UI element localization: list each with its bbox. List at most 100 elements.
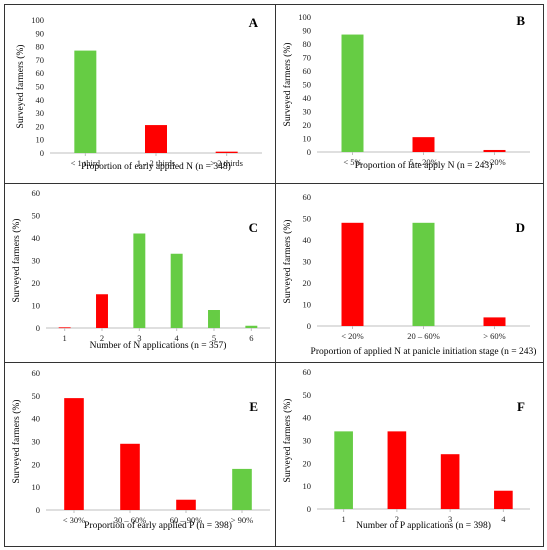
panel-letter: D: [516, 220, 525, 235]
panel-d: D 0 10 20 30 40 50 60 Surveyed farmers (%) < 20% 2…: [275, 183, 544, 363]
x-axis-label: Proportion of applied N at panicle initi…: [311, 346, 537, 357]
x-tick-label: 20 – 60%: [407, 331, 440, 341]
y-tick-label: 70: [303, 53, 312, 63]
bar-3: [133, 233, 146, 328]
x-axis-label: Number of N applications (n = 357): [90, 340, 227, 351]
y-tick-label: 30: [32, 437, 41, 447]
panel-letter: B: [516, 13, 525, 28]
x-tick-label: 30 – 60%: [114, 515, 147, 525]
y-tick-label: 60: [32, 188, 41, 198]
y-tick-label: 100: [298, 12, 311, 22]
y-tick-label: 30: [303, 107, 312, 117]
y-tick-label: 20: [303, 458, 312, 468]
bar-1: [334, 431, 353, 509]
panel-letter: C: [249, 220, 258, 235]
y-tick-label: 60: [36, 68, 45, 78]
y-tick-label: 50: [32, 211, 41, 221]
y-tick-label: 50: [303, 80, 312, 90]
panel-a: A 0 10 20 30 40 50 60 70 80 90 100 Surveyed farmers …: [4, 4, 276, 184]
x-tick-label: 2: [100, 333, 104, 343]
y-tick-label: 0: [307, 321, 311, 331]
panel-letter: A: [249, 15, 259, 30]
x-axis-label: Proportion of early applied N (n = 348): [81, 161, 231, 172]
y-axis-label: Surveyed farmers (%): [282, 399, 293, 483]
y-tick-label: 40: [32, 233, 41, 243]
y-tick-label: 40: [303, 235, 312, 245]
bar-3: [176, 499, 196, 510]
bar-1: [64, 398, 84, 510]
y-tick-label: 10: [303, 481, 312, 491]
y-tick-label: 0: [36, 505, 40, 515]
panel-border: [275, 362, 544, 547]
x-tick-label: 2: [395, 514, 399, 524]
y-tick-label: 10: [32, 301, 41, 311]
x-tick-label: 5 – 20%: [409, 157, 437, 167]
y-axis-label: Surveyed farmers (%): [282, 220, 293, 304]
y-tick-label: 40: [36, 95, 45, 105]
y-tick-label: 90: [36, 28, 45, 38]
bar-1: [58, 327, 71, 329]
bar-3: [483, 149, 506, 152]
y-tick-label: 30: [32, 256, 41, 266]
y-tick-label: 0: [40, 148, 44, 158]
y-tick-label: 30: [36, 108, 45, 118]
y-tick-label: 10: [303, 134, 312, 144]
y-tick-label: 60: [303, 66, 312, 76]
y-tick-label: 100: [31, 15, 44, 25]
y-tick-label: 60: [303, 192, 312, 202]
y-tick-label: 0: [36, 323, 40, 333]
bar-6: [245, 325, 258, 328]
y-axis-label: Surveyed farmers (%): [15, 45, 26, 129]
bar-4: [494, 490, 513, 509]
bar-5: [208, 310, 220, 328]
panel-letter: E: [249, 399, 258, 414]
y-tick-label: 20: [303, 278, 312, 288]
y-tick-label: 0: [307, 147, 311, 157]
x-tick-label: > 60%: [483, 331, 506, 341]
y-tick-label: 60: [32, 368, 41, 378]
x-tick-label: 3: [448, 514, 452, 524]
y-tick-label: 50: [303, 390, 312, 400]
y-tick-label: 80: [303, 39, 312, 49]
x-tick-label: < 20%: [341, 331, 364, 341]
panel-c: C 0 10 20 30 40 50 60 Surveyed farmers (%) 1 2 3 4 5 6…: [4, 183, 276, 363]
bar-4: [232, 468, 252, 510]
bar-1: [74, 50, 97, 154]
y-tick-label: 40: [303, 413, 312, 423]
bar-3: [483, 317, 506, 326]
panel-letter: F: [517, 399, 525, 414]
x-tick-label: 5: [212, 333, 216, 343]
y-tick-label: 40: [32, 414, 41, 424]
y-tick-label: 50: [303, 214, 312, 224]
x-tick-label: < 1 third: [71, 158, 101, 168]
y-tick-label: 40: [303, 93, 312, 103]
y-tick-label: 90: [303, 26, 312, 36]
bar-3: [440, 454, 460, 509]
bar-2: [96, 294, 108, 328]
bar-2: [120, 443, 140, 510]
bar-4: [170, 253, 183, 328]
bar-2: [387, 431, 407, 509]
y-tick-label: 50: [32, 391, 41, 401]
x-tick-label: > 90%: [231, 515, 254, 525]
panel-b: B 0 10 20 30 40 50 60 70 80 90 100 Surveyed farmers …: [275, 4, 544, 184]
x-tick-label: 4: [175, 333, 180, 343]
y-tick-label: 70: [36, 55, 45, 65]
y-tick-label: 20: [32, 278, 41, 288]
x-tick-label: > 20%: [483, 157, 506, 167]
x-tick-label: 4: [501, 514, 506, 524]
x-tick-label: < 30%: [63, 515, 86, 525]
x-tick-label: > 2 thirds: [210, 158, 243, 168]
y-tick-label: 10: [32, 482, 41, 492]
y-axis-label: Surveyed farmers (%): [282, 43, 293, 127]
y-tick-label: 30: [303, 257, 312, 267]
y-tick-label: 80: [36, 42, 45, 52]
x-tick-label: 1: [63, 333, 67, 343]
y-tick-label: 30: [303, 436, 312, 446]
y-tick-label: 10: [303, 300, 312, 310]
y-tick-label: 60: [303, 367, 312, 377]
x-axis-label: Proportion of late apply N (n = 243): [355, 160, 493, 171]
y-axis-label: Surveyed farmers (%): [11, 219, 22, 303]
y-tick-label: 0: [307, 504, 311, 514]
